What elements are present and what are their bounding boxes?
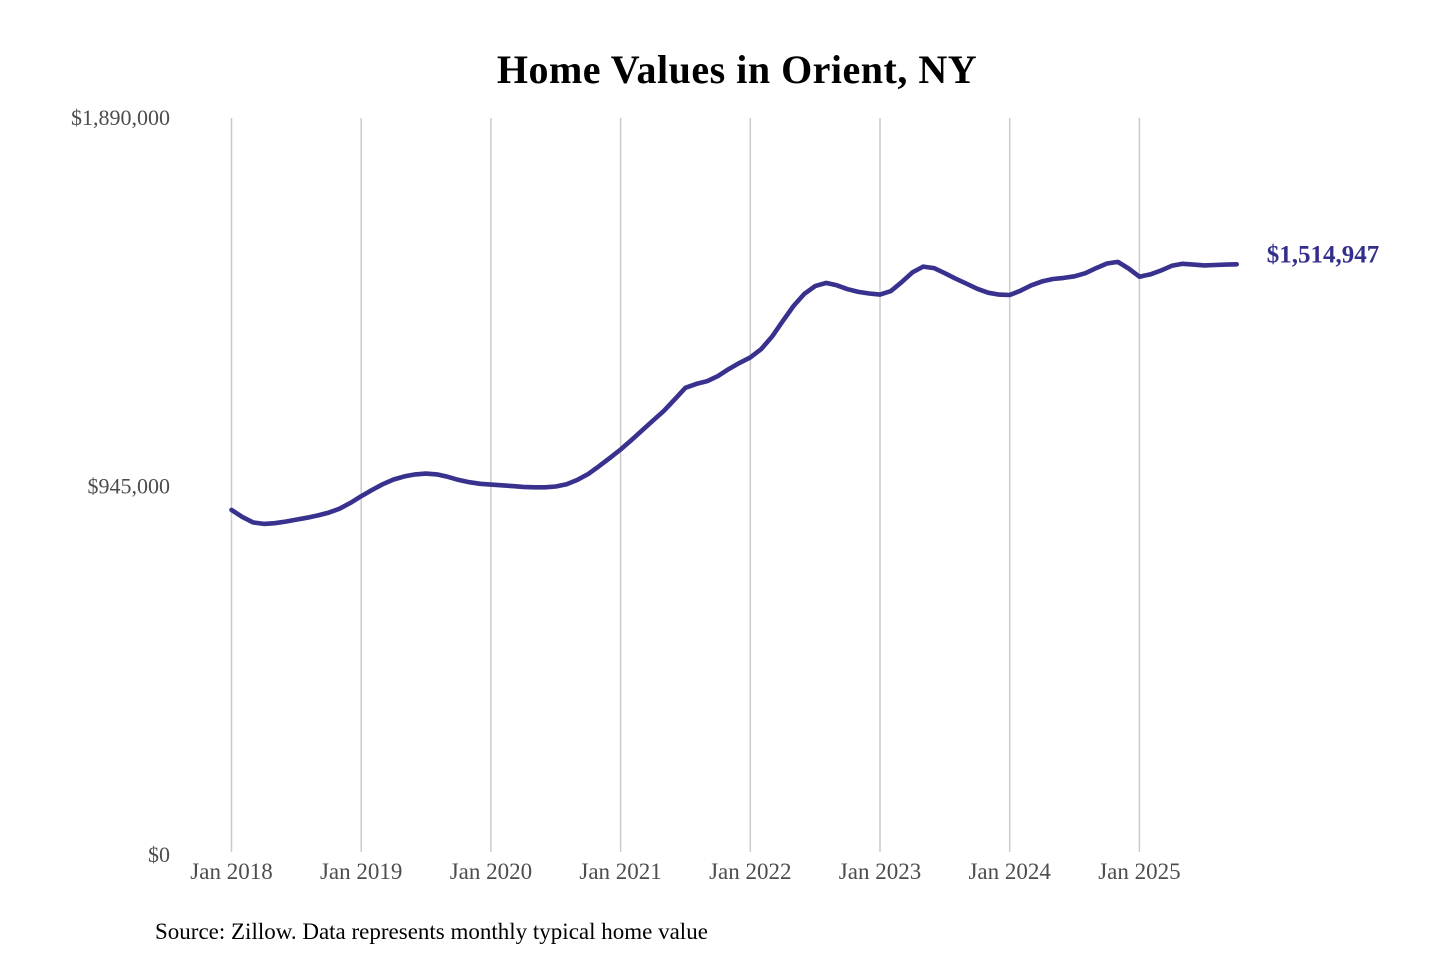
x-tick-jan-2021: Jan 2021 (579, 859, 661, 884)
series-group (229, 259, 1239, 527)
chart-title: Home Values in Orient, NY (497, 47, 977, 92)
gridlines-group (230, 118, 1141, 852)
x-tick-jan-2022: Jan 2022 (709, 859, 791, 884)
y-tick-945000: $945,000 (88, 474, 171, 499)
y-tick-0: $0 (148, 842, 170, 867)
x-tick-jan-2025: Jan 2025 (1098, 859, 1180, 884)
source-note: Source: Zillow. Data represents monthly … (155, 919, 708, 944)
x-tick-jan-2018: Jan 2018 (190, 859, 272, 884)
x-tick-jan-2024: Jan 2024 (968, 859, 1051, 884)
latest-value-label: $1,514,947 (1267, 241, 1380, 268)
y-tick-1890000: $1,890,000 (71, 105, 170, 130)
home-value-line (229, 259, 1239, 527)
x-axis-tick-labels: Jan 2018 Jan 2019 Jan 2020 Jan 2021 Jan 2022… (190, 859, 1180, 884)
y-axis-tick-labels: $1,890,000 $945,000 $0 (71, 105, 170, 867)
x-tick-jan-2020: Jan 2020 (450, 859, 532, 884)
x-tick-jan-2019: Jan 2019 (320, 859, 402, 884)
x-tick-jan-2023: Jan 2023 (839, 859, 921, 884)
